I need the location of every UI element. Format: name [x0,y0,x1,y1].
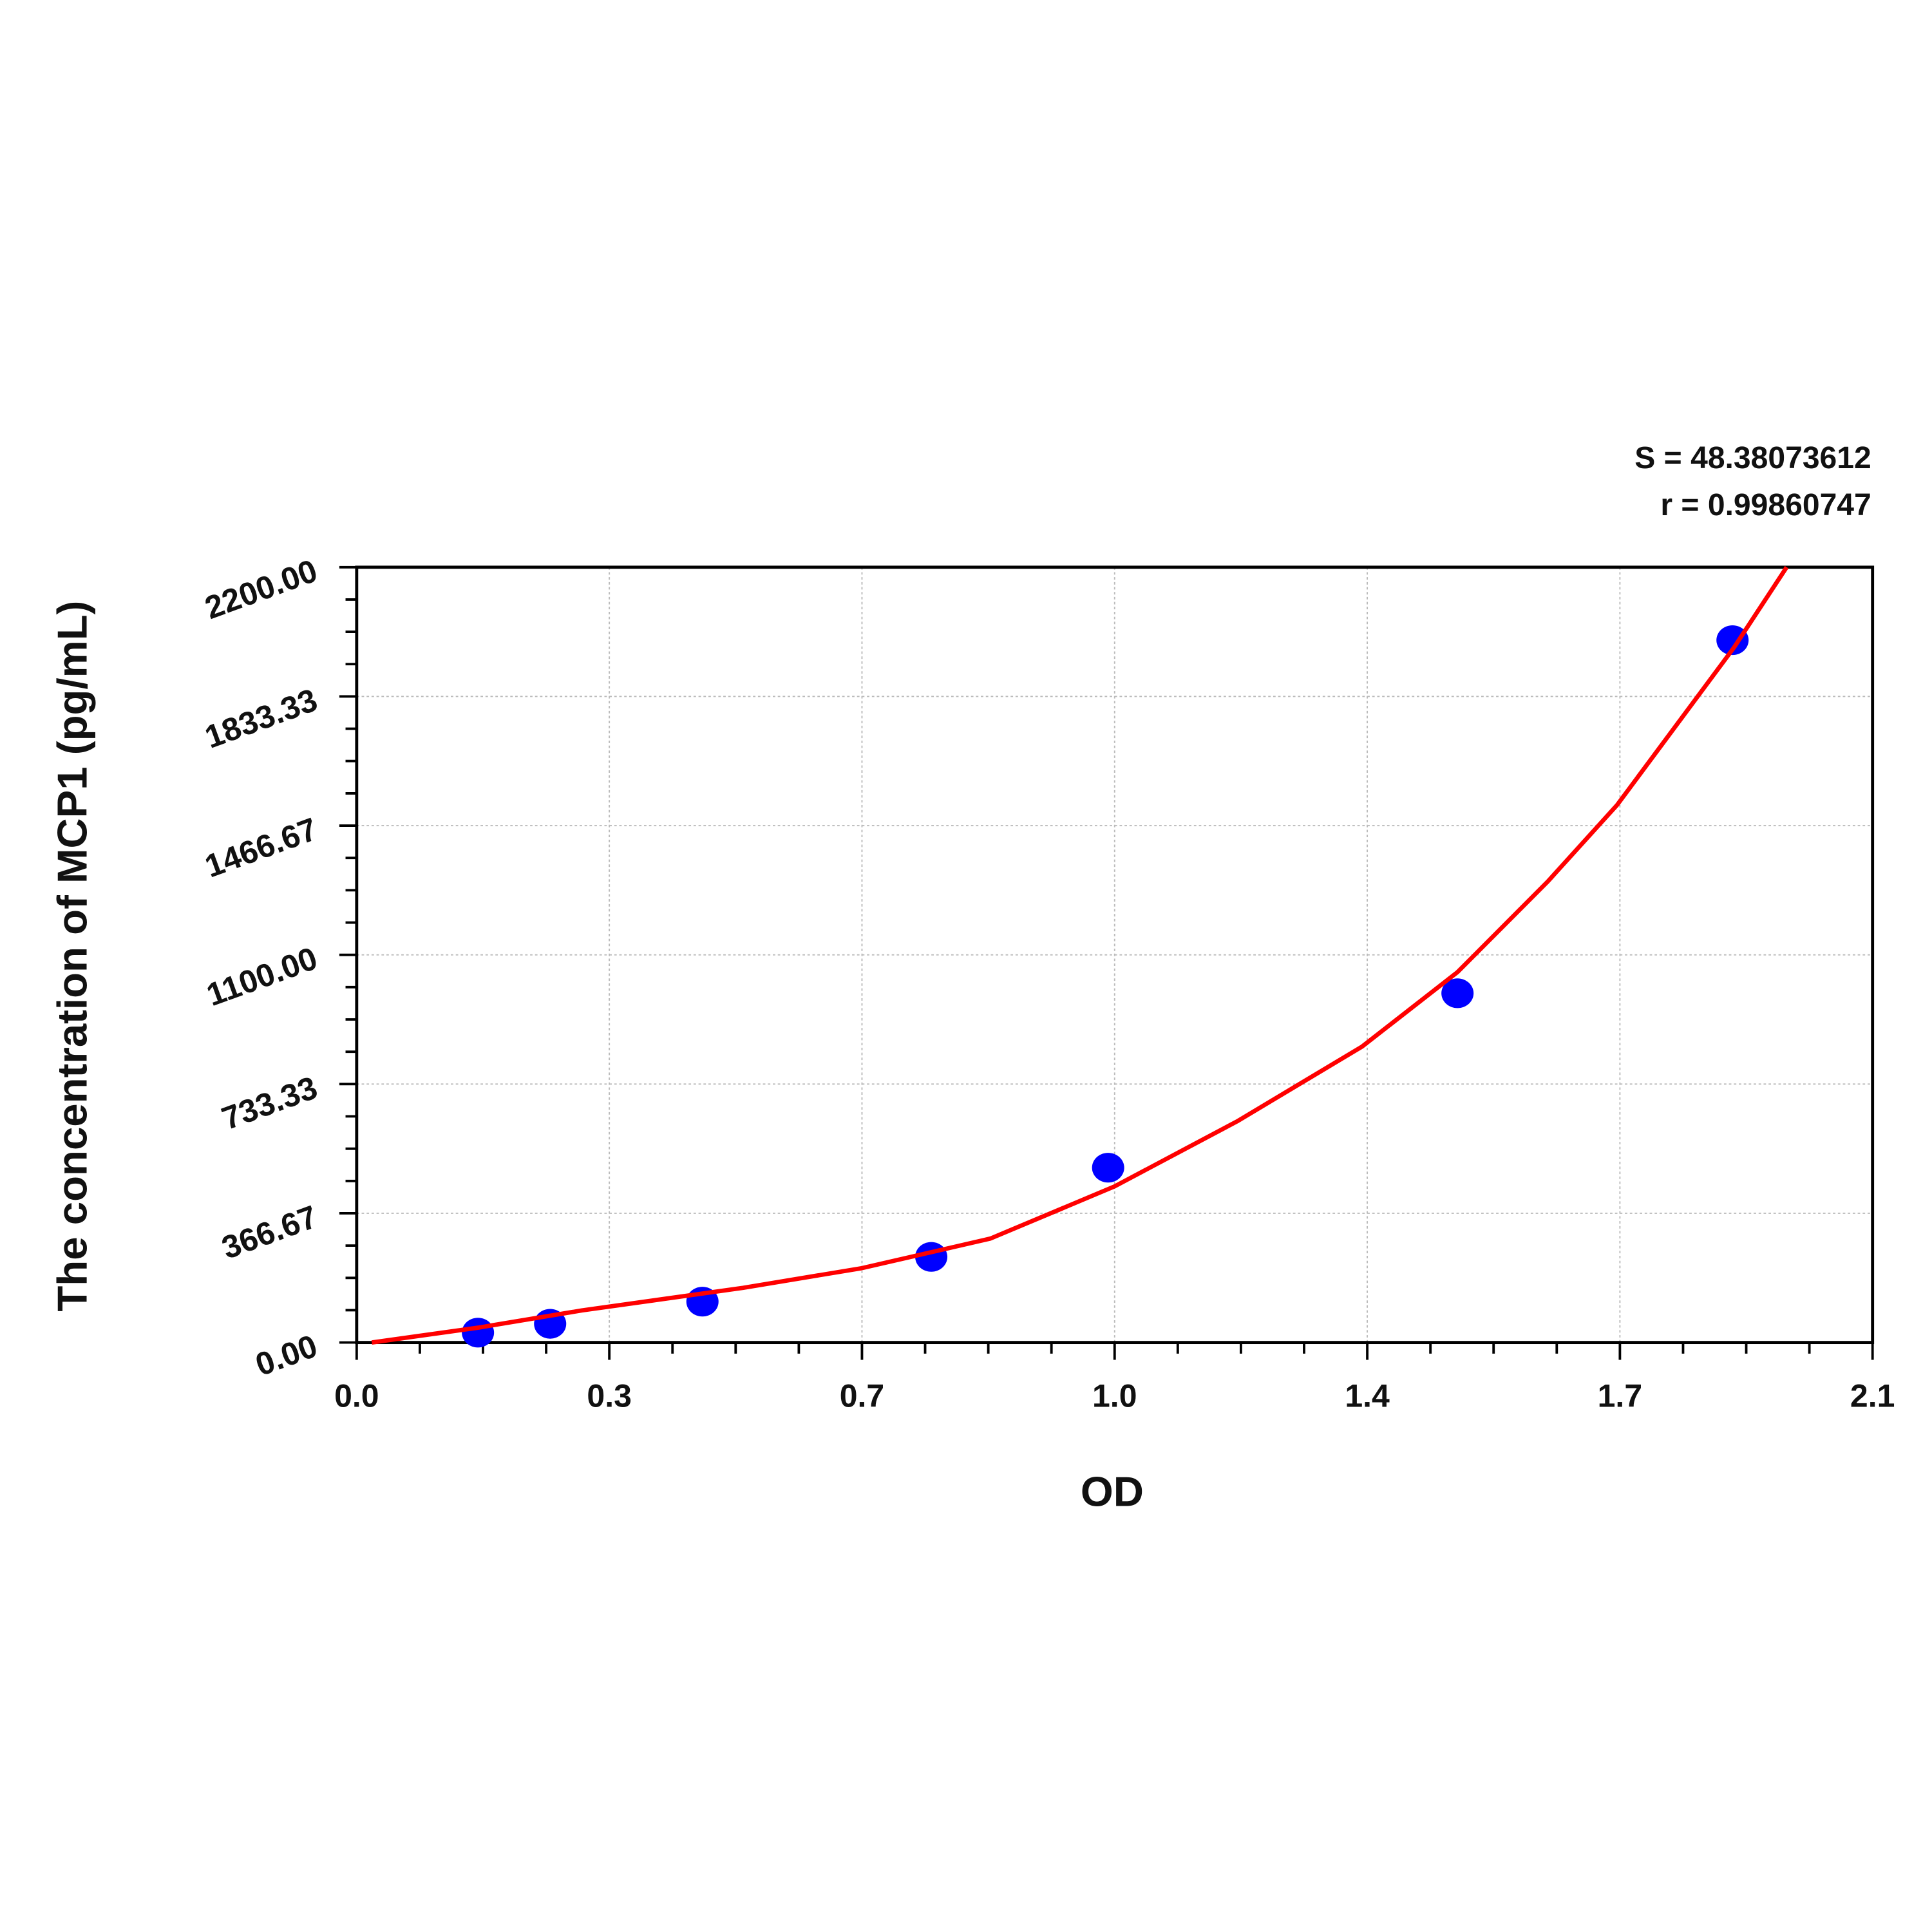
x-tick-label: 1.0 [1092,1378,1137,1414]
x-axis-label: OD [1081,1468,1144,1515]
y-tick-label: 1100.00 [202,940,322,1013]
plot-frame [355,565,1875,1345]
y-tick-label: 733.33 [217,1069,322,1137]
x-tick-label: 2.1 [1850,1378,1895,1414]
annotation: r = 0.99860747 [1660,488,1871,522]
y-tick-label: 366.67 [217,1198,322,1266]
x-tick-label: 0.0 [334,1378,379,1414]
x-tick-label: 0.7 [840,1378,885,1414]
y-axis-label: The concentration of MCP1 (pg/mL) [49,601,96,1312]
y-tick-label: 1466.67 [200,811,322,884]
y-tick-label: 2200.00 [200,553,322,626]
data-point [1716,625,1749,656]
annotation: S = 48.38073612 [1634,440,1871,475]
data-point [1092,1153,1124,1183]
data-point [1441,978,1474,1009]
x-tick-label: 0.3 [587,1378,632,1414]
y-tick-label: 1833.33 [200,681,322,755]
x-tick-label: 1.7 [1598,1378,1643,1414]
data-point [462,1318,495,1348]
fit-curve [371,565,1789,1345]
x-tick-label: 1.4 [1345,1378,1390,1414]
y-tick-label: 0.00 [251,1328,322,1383]
